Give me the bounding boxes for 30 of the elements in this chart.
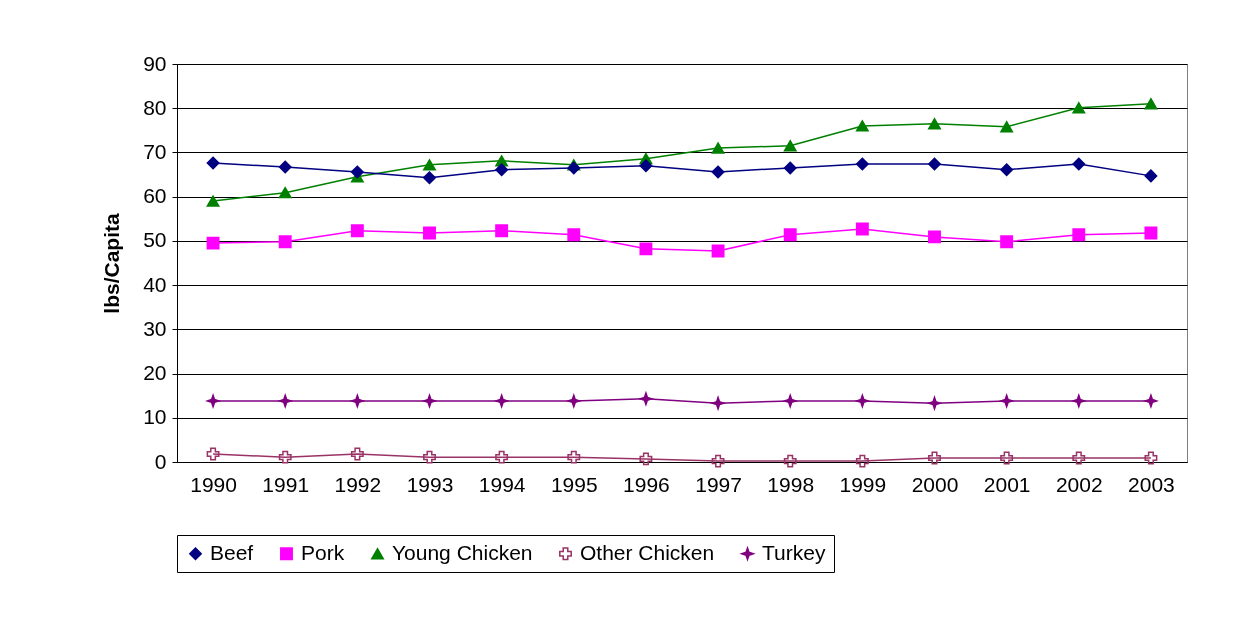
x-tick-label: 2003 bbox=[1128, 472, 1175, 496]
x-tick-label: 1994 bbox=[478, 472, 526, 496]
y-axis-title: lbs/Capita bbox=[100, 213, 124, 314]
x-tick-label: 2002 bbox=[1055, 472, 1103, 496]
y-tick-label: 90 bbox=[143, 51, 167, 75]
x-tick-label: 1996 bbox=[623, 472, 670, 496]
y-tick-label: 0 bbox=[154, 449, 167, 473]
x-tick-label: 2000 bbox=[911, 472, 959, 496]
y-tick-label: 70 bbox=[143, 139, 167, 163]
y-tick-label: 80 bbox=[143, 95, 167, 119]
x-tick-label: 2001 bbox=[983, 472, 1031, 496]
legend-label: Turkey bbox=[762, 540, 826, 564]
x-tick-label: 1991 bbox=[262, 472, 310, 496]
x-tick-label: 1998 bbox=[767, 472, 815, 496]
legend-label: Young Chicken bbox=[392, 540, 533, 564]
legend-label: Beef bbox=[210, 540, 254, 564]
x-tick-label: 1992 bbox=[334, 472, 382, 496]
legend-label: Pork bbox=[301, 540, 345, 564]
y-tick-label: 50 bbox=[143, 228, 167, 252]
y-tick-label: 60 bbox=[143, 184, 167, 208]
y-tick-label: 20 bbox=[143, 361, 167, 385]
x-tick-label: 1997 bbox=[695, 472, 742, 496]
x-tick-label: 1999 bbox=[839, 472, 887, 496]
y-tick-label: 10 bbox=[143, 405, 167, 429]
y-tick-label: 30 bbox=[143, 316, 167, 340]
y-tick-label: 40 bbox=[143, 272, 167, 296]
legend-label: Other Chicken bbox=[580, 540, 715, 564]
x-tick-label: 1990 bbox=[190, 472, 237, 496]
x-tick-label: 1993 bbox=[406, 472, 454, 496]
x-tick-label: 1995 bbox=[550, 472, 598, 496]
